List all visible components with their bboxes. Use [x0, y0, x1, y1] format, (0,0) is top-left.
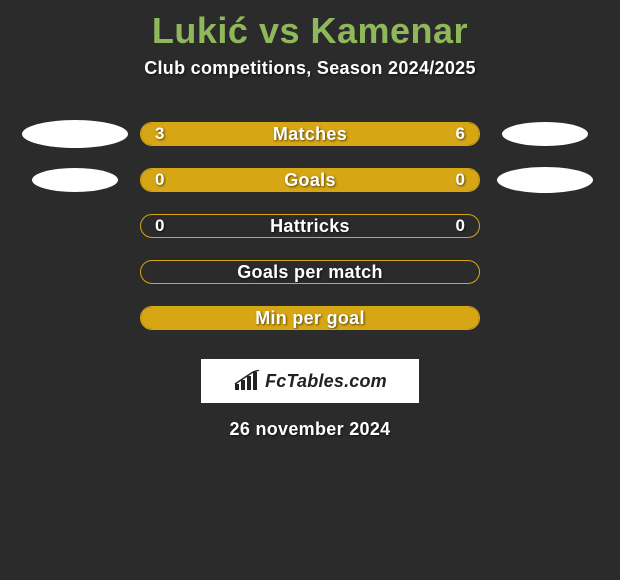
stat-row: 00Hattricks — [0, 203, 620, 249]
stat-label: Matches — [141, 124, 479, 145]
stats-rows: 36Matches 00Goals 00Hattricks Goals per mat… — [0, 111, 620, 341]
stat-row: 36Matches — [0, 111, 620, 157]
stat-bar: Min per goal — [140, 306, 480, 330]
left-side — [10, 120, 140, 148]
stat-bar: 00Goals — [140, 168, 480, 192]
player-ellipse-left — [32, 168, 118, 192]
stat-bar: 36Matches — [140, 122, 480, 146]
stat-row: Goals per match — [0, 249, 620, 295]
left-side — [10, 168, 140, 192]
player-ellipse-left — [22, 120, 128, 148]
brand-text: FcTables.com — [265, 371, 387, 392]
player-ellipse-right — [502, 122, 588, 146]
stat-label: Hattricks — [141, 216, 479, 237]
stat-bar: 00Hattricks — [140, 214, 480, 238]
right-side — [480, 167, 610, 193]
stat-label: Goals per match — [141, 262, 479, 283]
chart-icon — [233, 370, 261, 392]
brand-badge: FcTables.com — [201, 359, 419, 403]
player-ellipse-right — [497, 167, 593, 193]
stat-label: Min per goal — [141, 308, 479, 329]
stat-row: Min per goal — [0, 295, 620, 341]
page-subtitle: Club competitions, Season 2024/2025 — [0, 58, 620, 79]
stat-bar: Goals per match — [140, 260, 480, 284]
right-side — [480, 122, 610, 146]
stat-label: Goals — [141, 170, 479, 191]
date-label: 26 november 2024 — [0, 419, 620, 440]
stat-row: 00Goals — [0, 157, 620, 203]
page-title: Lukić vs Kamenar — [0, 0, 620, 52]
